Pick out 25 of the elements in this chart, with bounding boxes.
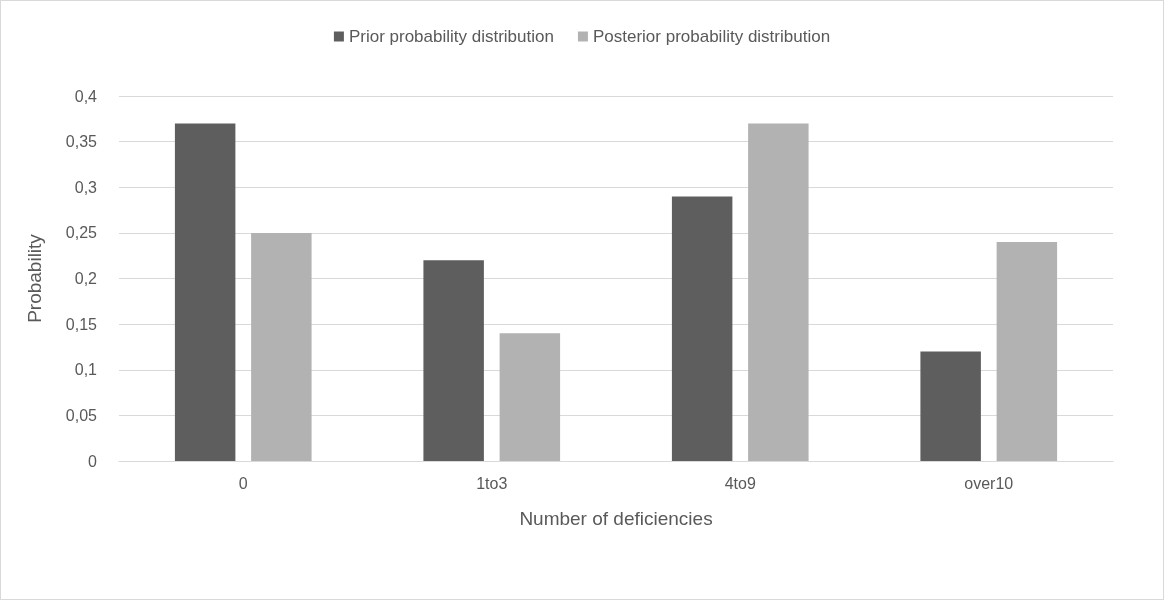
x-axis-title: Number of deficiencies — [519, 508, 713, 529]
x-tick-label: 4to9 — [724, 474, 756, 492]
y-tick-label: 0,4 — [74, 87, 98, 105]
y-tick-label: 0,15 — [65, 315, 98, 333]
legend-label: Prior probability distribution — [348, 27, 554, 46]
y-tick-label: 0,35 — [65, 133, 98, 151]
y-tick-label: 0,05 — [65, 406, 98, 424]
bar — [174, 123, 236, 461]
y-tick-label: 0,25 — [65, 224, 98, 242]
legend-label: Posterior probability distribution — [592, 27, 831, 46]
x-tick-label: 0 — [238, 474, 248, 492]
y-tick-label: 0,1 — [74, 361, 98, 379]
bar — [996, 242, 1058, 461]
y-tick-label: 0 — [88, 452, 98, 470]
y-axis-title: Probability — [24, 233, 45, 323]
y-tick-label: 0,2 — [74, 270, 98, 287]
bar — [499, 333, 561, 461]
bar — [920, 351, 981, 461]
bar — [423, 260, 484, 461]
y-tick-label: 0,3 — [74, 178, 98, 196]
x-tick-label: over10 — [964, 474, 1014, 492]
bar — [671, 196, 733, 461]
x-tick-label: 1to3 — [476, 474, 508, 492]
bar — [748, 123, 809, 461]
bar — [251, 232, 312, 461]
